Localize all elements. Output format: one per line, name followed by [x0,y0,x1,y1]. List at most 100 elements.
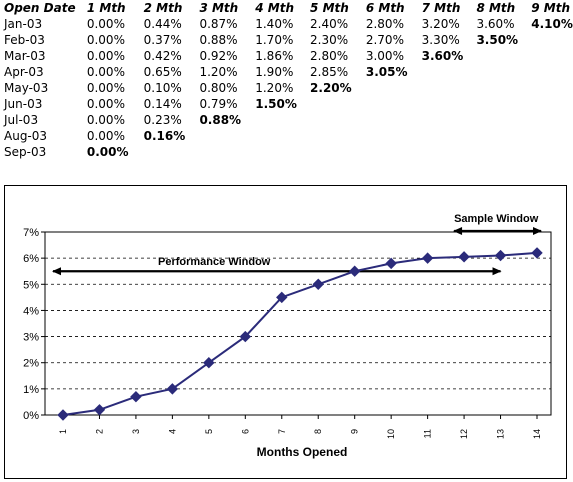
x-tick-label: 4 [167,429,177,434]
table-cell [531,128,573,144]
table-cell: 2.80% [310,49,349,63]
table-cell: 0.79% [199,97,238,111]
table-cell: 3.20% [421,17,460,31]
table-cell: 0.16% [143,129,186,143]
table-cell [476,144,531,160]
table-cell: 1.50% [255,97,297,111]
table-cell [476,64,531,80]
table-cell: 0.42% [143,49,182,63]
table-cell: 3.00% [365,49,404,63]
table-row: Jan-03 0.00% 0.44% 0.87% 1.40% 2.40% 2.80% 3.20… [0,16,573,32]
table-cell: 2.80% [365,17,404,31]
table-cell [422,128,477,144]
table-cell: 0.88% [199,113,242,127]
y-tick-label: 6% [23,253,39,265]
table-cell: 0.10% [143,81,182,95]
y-tick-label: 5% [23,279,39,291]
x-tick-label: 1 [58,429,68,434]
table-cell: 2.30% [310,33,349,47]
chart-frame: 0% 1% 2% 3% 4% 5% 6% 7% 1 2 3 4 5 6 7 8 9 10 11 12 13 14 Perf… [4,185,567,479]
sample-window-label: Sample Window [454,213,539,225]
header-month-4: 4 Mth [255,1,294,15]
table-cell: 2.20% [310,81,352,95]
data-point-marker [348,265,361,277]
table-cell [476,128,531,144]
table-cell: 0.00% [86,97,125,111]
table-cell [366,112,422,128]
header-month-1: 1 Mth [86,1,126,15]
x-tick-label: 11 [423,429,433,438]
series-line [57,247,543,421]
table-row: Jul-03 0.00% 0.23% 0.88% [0,112,573,128]
table-row: May-03 0.00% 0.10% 0.80% 1.20% 2.20% [0,80,573,96]
table-cell: 0.14% [143,97,182,111]
series-polyline [62,251,538,416]
table-cell: 0.00% [86,113,125,127]
data-point-marker [494,249,507,262]
y-tick-label: 4% [23,305,39,317]
table-cell: 1.90% [255,65,294,79]
table-cell [422,112,477,128]
table-cell [531,32,573,48]
table-cell [531,64,573,80]
table-body: Jan-03 0.00% 0.44% 0.87% 1.40% 2.40% 2.80% 3.20… [0,16,573,160]
table-cell [255,144,310,160]
data-point-marker [130,390,142,403]
table-cell [531,144,573,160]
table-cell [255,112,310,128]
table-cell: 3.60% [476,17,515,31]
x-tick-label: 12 [459,429,469,439]
table-cell [531,96,573,112]
table-cell [366,144,422,160]
row-open-date: Sep-03 [4,145,47,159]
table-row: Mar-03 0.00% 0.42% 0.92% 1.86% 2.80% 3.00% 3.60… [0,48,573,64]
header-month-5: 5 Mth [310,1,349,15]
row-open-date: Apr-03 [4,65,44,79]
performance-window-label: Performance Window [158,256,271,268]
table-cell: 1.20% [255,81,294,95]
table-cell [310,144,366,160]
table-cell: 0.92% [199,49,238,63]
table-cell: 2.85% [310,65,349,79]
table-cell [366,96,422,112]
row-open-date: Jun-03 [4,97,43,111]
table-cell: 1.40% [255,17,294,31]
table-cell [310,128,366,144]
x-tick-label: 10 [386,429,396,439]
axes: 0%1%2%3%4%5%6%7%1 2 3 4 5 6 7 8 9 10 11 12 13 14 [23,227,552,439]
data-point-marker [276,291,288,304]
table-cell: 0.23% [143,113,182,127]
table-row: Apr-03 0.00% 0.65% 1.20% 1.90% 2.85% 3.05% [0,64,573,80]
table-cell: 0.00% [86,65,125,79]
table-cell: 2.70% [365,33,404,47]
x-tick-label: 14 [532,429,542,439]
table-cell: 3.30% [421,33,460,47]
table-cell: 0.37% [143,33,182,47]
table-cell [422,144,477,160]
table-cell [531,48,573,64]
table-cell: 2.40% [310,17,349,31]
table-row: Jun-03 0.00% 0.14% 0.79% 1.50% [0,96,573,112]
data-point-marker [421,252,434,264]
row-open-date: Jul-03 [4,113,39,127]
header-month-6: 6 Mth [365,1,405,15]
table-cell [422,80,477,96]
x-tick-label: 8 [313,429,323,434]
table-cell: 3.05% [365,65,408,79]
table-cell [531,112,573,128]
table-cell [310,96,366,112]
table-cell: 0.00% [86,81,125,95]
table-cell: 0.88% [199,33,238,47]
table-cell: 0.00% [86,145,129,159]
table-cell: 3.60% [421,49,464,63]
table-cell [366,80,422,96]
table-cell [310,112,366,128]
table-cell [476,48,531,64]
table-row: Sep-03 0.00% [0,144,573,160]
x-tick-label: 2 [94,429,104,434]
y-tick-label: 7% [23,227,39,239]
table-cell [476,80,531,96]
table-cell: 0.00% [86,49,125,63]
table-cell: 0.00% [86,17,125,31]
table-cell: 1.70% [255,33,294,47]
